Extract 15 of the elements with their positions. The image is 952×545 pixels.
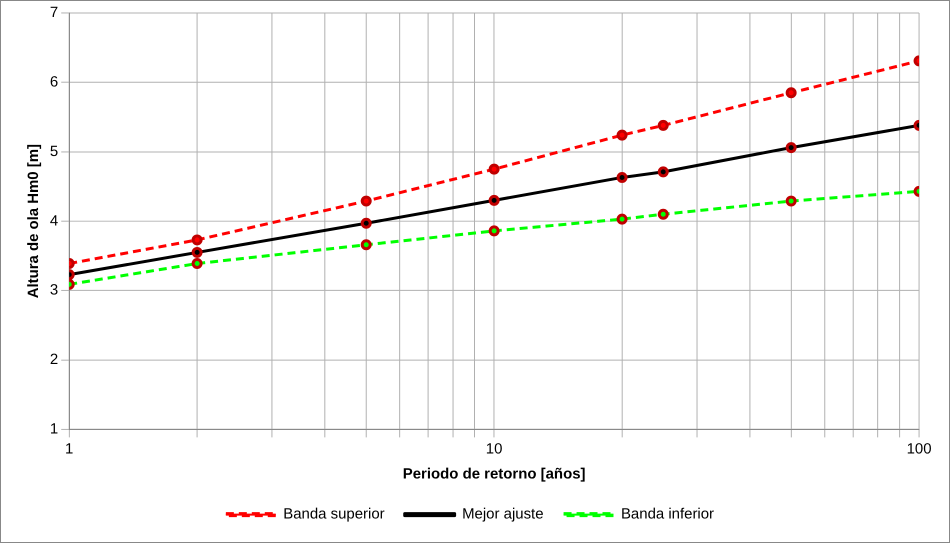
- y-tick-label: 6: [50, 74, 58, 90]
- x-tick-label: 10: [486, 440, 502, 458]
- legend-label: Banda superior: [283, 506, 385, 523]
- x-tick-label: 100: [906, 440, 932, 458]
- y-tick-label: 7: [50, 4, 58, 22]
- legend-label: Mejor ajuste: [462, 506, 544, 523]
- legend-label: Banda inferior: [620, 506, 714, 523]
- y-tick-label: 1: [50, 420, 58, 438]
- x-tick-label: 1: [65, 440, 74, 458]
- y-tick-label: 5: [50, 142, 58, 160]
- y-axis-title: Altura de ola Hm0 [m]: [25, 144, 42, 298]
- x-axis-title: Periodo de retorno [años]: [402, 465, 586, 482]
- y-tick-label: 2: [50, 351, 58, 368]
- y-tick-label: 3: [50, 282, 58, 299]
- y-tick-label: 4: [50, 212, 58, 230]
